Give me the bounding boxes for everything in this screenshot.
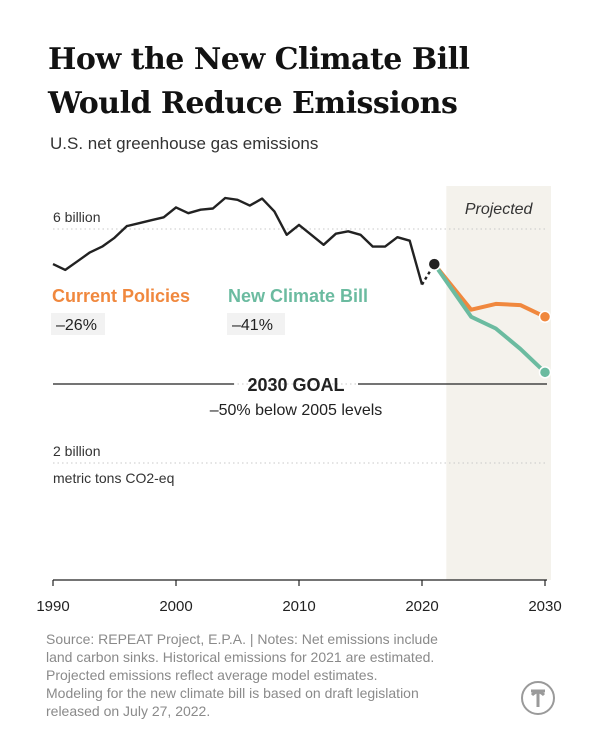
x-tick-label: 2020	[405, 598, 438, 615]
current-policies-endpoint	[538, 310, 552, 323]
projected-label: Projected	[465, 201, 534, 218]
climate-bill-line	[432, 262, 547, 374]
current-policies-line	[432, 262, 546, 319]
nyt-logo-icon	[521, 681, 555, 715]
climate-bill-label: New Climate Bill	[228, 286, 368, 306]
page-title: How the New Climate Bill Would Reduce Em…	[48, 38, 568, 126]
source-line: Modeling for the new climate bill is bas…	[46, 685, 419, 701]
source-line: Projected emissions reflect average mode…	[46, 667, 378, 683]
current-policies-change-bg	[51, 313, 105, 335]
chart-subtitle: U.S. net greenhouse gas emissions	[50, 134, 319, 153]
estimate-point	[427, 257, 442, 271]
source-line: released on July 27, 2022.	[46, 703, 211, 719]
source-line: Source: REPEAT Project, E.P.A. | Notes: …	[46, 631, 438, 647]
historical-line	[52, 196, 424, 285]
x-tick-label: 2010	[282, 598, 315, 615]
projected-region	[446, 186, 551, 580]
x-tick-label: 1990	[36, 598, 69, 615]
climate-bill-change-bg	[227, 313, 285, 335]
goal-sublabel: –50% below 2005 levels	[210, 402, 383, 419]
y-tick-label: 2 billion	[53, 443, 100, 459]
y-axis-note: metric tons CO2-eq	[53, 470, 174, 486]
y-tick-label: 6 billion	[53, 209, 100, 225]
x-tick-label: 2030	[528, 598, 561, 615]
source-line: land carbon sinks. Historical emissions …	[46, 649, 435, 665]
current-policies-label: Current Policies	[52, 286, 190, 306]
x-tick-label: 2000	[159, 598, 192, 615]
goal-label: 2030 GOAL	[247, 375, 344, 395]
current-policies-change: –26%	[56, 317, 97, 334]
source-note: Source: REPEAT Project, E.P.A. | Notes: …	[46, 630, 516, 720]
title-line: How the New Climate Bill	[48, 42, 470, 77]
title-line: Would Reduce Emissions	[48, 86, 458, 121]
climate-bill-change: –41%	[232, 317, 273, 334]
climate-bill-endpoint	[538, 366, 552, 379]
